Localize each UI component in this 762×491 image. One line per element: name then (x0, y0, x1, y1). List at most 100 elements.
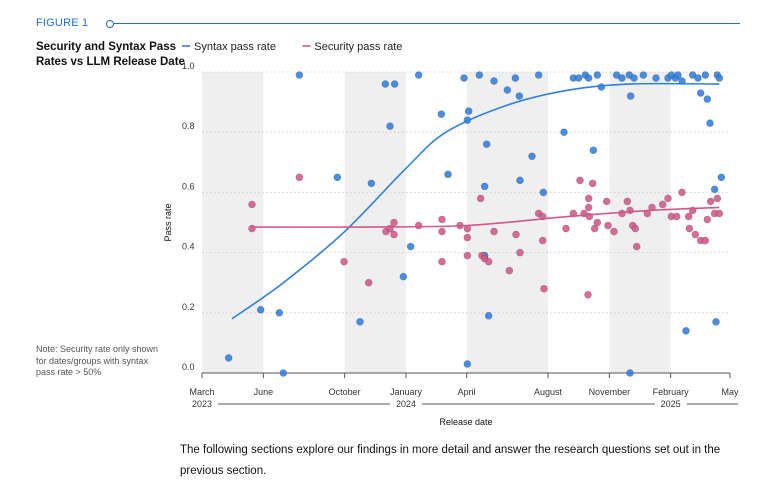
figure-label: FIGURE 1 (36, 17, 89, 29)
data-point (706, 119, 714, 127)
data-point (224, 354, 233, 362)
data-point (712, 318, 720, 326)
data-point (674, 71, 682, 79)
data-point (538, 236, 547, 245)
x-tick-label: August (534, 387, 563, 397)
y-tick-label: 0.4 (182, 242, 195, 252)
shaded-period (609, 72, 671, 373)
year-label: 2025 (661, 399, 681, 409)
data-point (576, 176, 584, 185)
data-point (626, 369, 634, 377)
x-axis-label: Release date (439, 417, 492, 427)
y-tick-label: 0.6 (182, 181, 195, 191)
data-point (484, 257, 493, 266)
data-point (678, 77, 686, 85)
data-point (438, 215, 446, 224)
y-tick-label: 0.8 (182, 121, 195, 131)
data-point (658, 200, 667, 209)
trend-line (231, 82, 720, 320)
data-point (437, 110, 446, 118)
data-point (248, 224, 256, 233)
data-point (706, 197, 715, 206)
data-point (612, 71, 621, 79)
data-point (701, 71, 710, 79)
data-point (584, 203, 593, 212)
data-point (248, 200, 256, 209)
data-point (390, 80, 399, 88)
data-point (540, 284, 548, 293)
x-tick-label: January (390, 387, 423, 397)
x-tick-label: October (329, 387, 361, 397)
data-point (652, 74, 660, 82)
data-point (682, 327, 690, 335)
x-tick-label: November (589, 387, 631, 397)
data-point (590, 224, 599, 233)
data-point (476, 194, 485, 203)
data-point (399, 272, 408, 281)
data-point (618, 209, 626, 218)
data-point (703, 95, 712, 103)
data-point (688, 71, 697, 79)
chart-title: Security and Syntax Pass Rates vs LLM Re… (36, 41, 185, 68)
data-point (516, 248, 524, 257)
data-point (664, 194, 672, 203)
data-point (511, 74, 520, 82)
data-point (672, 212, 681, 221)
data-point (588, 179, 597, 188)
data-point (490, 227, 498, 236)
footer-text: The following sections explore our findi… (180, 444, 721, 477)
data-point (696, 89, 705, 97)
data-point (597, 83, 606, 91)
data-point (560, 128, 568, 136)
data-point (463, 233, 472, 242)
data-point (528, 152, 536, 161)
data-point (333, 173, 342, 182)
data-point (490, 77, 498, 85)
data-point (539, 188, 548, 197)
data-point (639, 71, 648, 79)
data-point (475, 71, 484, 79)
data-point (685, 224, 694, 233)
data-point (713, 194, 722, 203)
y-axis-label: Pass rate (163, 203, 173, 241)
data-point (256, 305, 265, 314)
y-tick-label: 0.0 (182, 362, 195, 372)
data-point (703, 215, 712, 224)
data-point (623, 197, 632, 206)
data-point (275, 308, 284, 317)
series-security-pass-rate (248, 173, 724, 299)
y-tick-label: 1.0 (182, 61, 195, 71)
data-point (632, 242, 641, 251)
legend-item: Syntax pass rate (182, 41, 276, 53)
data-point (406, 242, 415, 251)
data-point (610, 227, 618, 236)
data-point (593, 71, 602, 79)
data-point (505, 266, 514, 275)
data-point (710, 185, 719, 194)
data-point (464, 107, 473, 115)
data-point (463, 360, 472, 368)
data-point (701, 236, 710, 245)
data-point (562, 224, 570, 233)
data-point (626, 206, 634, 215)
figure-header: FIGURE 1 (36, 17, 740, 31)
data-point (438, 257, 446, 266)
data-point (630, 74, 638, 82)
data-point (516, 176, 524, 185)
data-point (340, 257, 348, 266)
data-point (534, 71, 543, 79)
data-point (438, 227, 446, 236)
trend-line (251, 206, 720, 228)
figure-rule (114, 23, 740, 24)
data-point (631, 224, 640, 233)
year-label: 2023 (192, 399, 212, 409)
data-point (678, 188, 686, 197)
data-point (604, 221, 612, 230)
data-point (444, 170, 452, 179)
year-label: 2024 (396, 399, 416, 409)
data-point (584, 74, 593, 82)
legend-item: Security pass rate (302, 41, 402, 53)
data-point (584, 194, 593, 203)
data-point (414, 71, 423, 79)
data-point (512, 230, 520, 239)
